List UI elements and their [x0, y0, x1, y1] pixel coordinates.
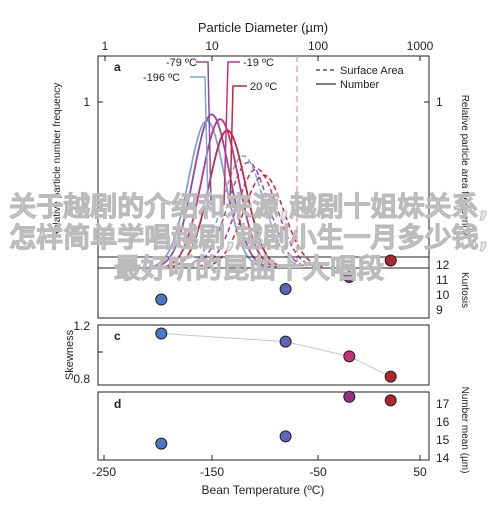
panel-c-frame	[97, 324, 430, 386]
x-tick-m150: -150	[200, 465, 224, 479]
mean-tick-15: 15	[436, 433, 450, 447]
surface-area-curve	[189, 161, 308, 268]
overlay-headline: 关于越剧的介绍和来源,越剧十姐妹关系,怎样简单学唱越剧,越剧小生一月多少钱,最好…	[9, 192, 490, 286]
legend-surface-area: Surface Area	[340, 65, 404, 77]
panel-b-points	[155, 254, 397, 306]
top-tick-10: 10	[205, 39, 219, 53]
panel-d-frame	[97, 391, 430, 461]
label-m79: -79 ºC	[166, 57, 197, 69]
panel-b-frame	[97, 256, 430, 319]
label-m19: -19 ºC	[243, 57, 274, 69]
surface-area-curve	[204, 174, 323, 268]
series-annotations: -79 ºC -196 ºC -19 ºC 20 ºC	[143, 57, 277, 206]
top-tick-100: 100	[308, 39, 328, 53]
x-axis-title: Bean Temperature (ºC)	[202, 483, 325, 497]
skew-tick-1.2: 1.2	[73, 319, 90, 333]
data-point	[343, 271, 356, 283]
top-tick-1000: 1000	[407, 39, 434, 53]
panel-c-points	[155, 327, 397, 383]
data-point	[384, 370, 397, 383]
number-curve	[168, 129, 287, 269]
mean-axis-title: Number mean (µm)	[459, 387, 470, 474]
x-tick-m50: -50	[309, 465, 327, 479]
kurtosis-axis-title: Kurtosis	[459, 272, 470, 308]
panel-d-points	[155, 390, 397, 450]
distribution-curves	[147, 113, 323, 269]
data-point	[384, 254, 397, 267]
top-tick-1: 1	[102, 39, 109, 53]
data-point	[279, 430, 292, 443]
x-tick-m250: -250	[92, 465, 116, 479]
mean-tick-16: 16	[436, 415, 450, 429]
right-tick-1: 1	[436, 95, 443, 109]
top-axis-ticks: 1 10 100 1000	[102, 39, 434, 61]
kurtosis-tick-9: 9	[436, 303, 443, 317]
panel-c-letter: c	[114, 329, 121, 343]
data-point	[155, 437, 168, 450]
bottom-axis: -250 -150 -50 50 Bean Temperature (ºC)	[92, 455, 427, 497]
data-point	[279, 335, 292, 348]
data-point	[343, 350, 356, 363]
skew-tick-0.8: 0.8	[73, 372, 90, 386]
panel-a-letter: a	[114, 60, 121, 74]
data-point	[279, 283, 292, 295]
kurtosis-tick-10: 10	[436, 288, 450, 302]
legend: Surface Area Number	[316, 65, 404, 91]
trend-line	[161, 333, 391, 378]
data-point	[384, 394, 397, 407]
data-point	[155, 293, 168, 306]
number-curve	[161, 118, 279, 269]
mean-tick-14: 14	[436, 451, 450, 465]
left-tick-1: 1	[83, 95, 90, 109]
label-m196: -196 ºC	[143, 72, 180, 84]
kurtosis-tick-11: 11	[436, 273, 449, 287]
kurtosis-tick-12: 12	[436, 258, 450, 272]
left-axis-title: Relative particle number frequency	[52, 83, 63, 238]
skewness-axis-title: Skewness	[64, 329, 76, 380]
panel-a-frame	[97, 55, 430, 269]
panel-d-letter: d	[114, 397, 121, 411]
legend-number: Number	[340, 79, 379, 91]
top-axis-title: Particle Diameter (µm)	[198, 20, 328, 35]
right-axis-title-a: Relative particle area frequency	[459, 95, 470, 236]
data-point	[155, 327, 168, 340]
label-20: 20 ºC	[250, 81, 277, 93]
data-point	[343, 390, 356, 403]
number-curve	[152, 113, 271, 269]
surface-area-curve	[197, 168, 316, 268]
x-tick-50: 50	[413, 465, 427, 479]
mean-tick-17: 17	[436, 397, 450, 411]
surface-area-curve	[184, 155, 303, 268]
